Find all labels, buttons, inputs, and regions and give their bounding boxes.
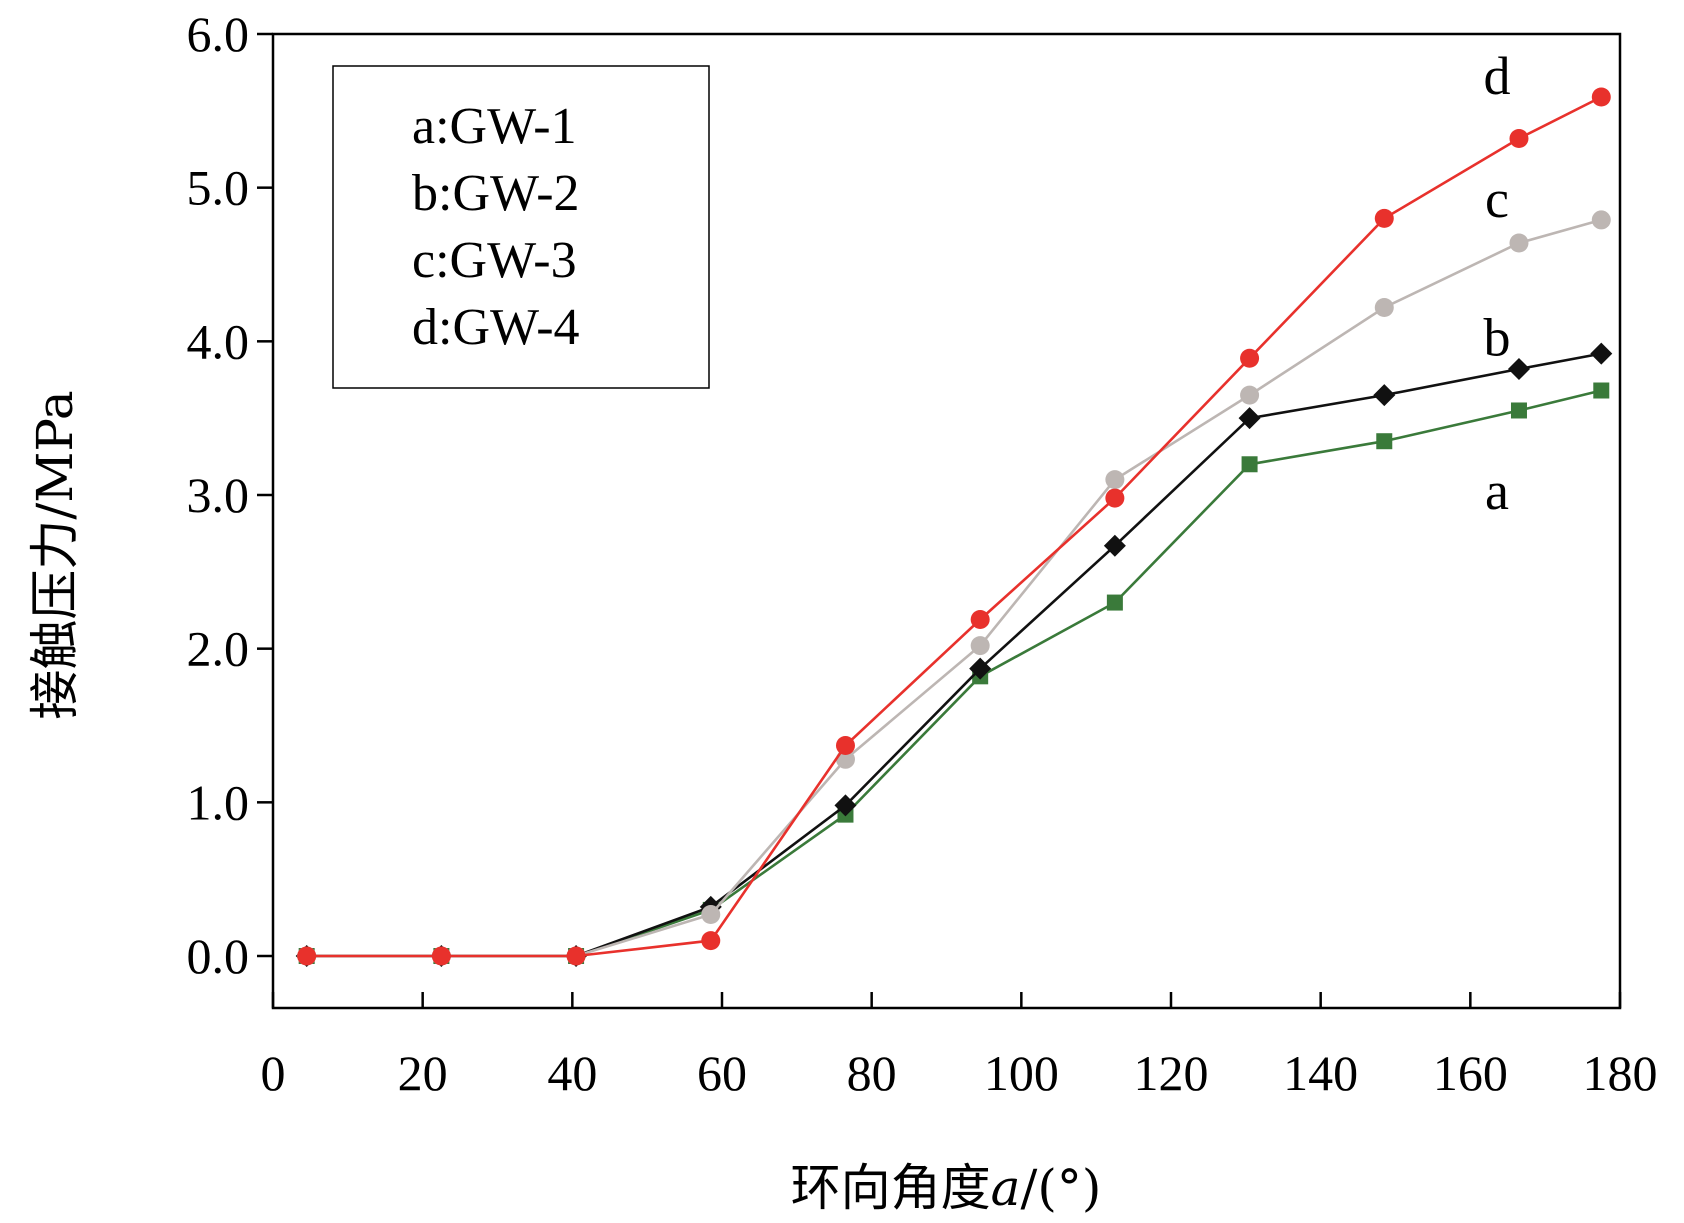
- data-point-d: [1374, 208, 1394, 228]
- legend-entry-b: b:GW-2: [412, 165, 580, 222]
- y-axis-title: 接触压力/MPa: [26, 390, 84, 719]
- x-tick-label: 80: [847, 1045, 897, 1101]
- y-tick-label: 6.0: [187, 6, 250, 62]
- x-tick-label: 120: [1134, 1045, 1209, 1101]
- x-tick-label: 160: [1433, 1045, 1508, 1101]
- data-point-c: [701, 905, 721, 925]
- data-point-a: [1106, 594, 1123, 611]
- series-label-a: a: [1485, 461, 1509, 521]
- legend: a:GW-1 b:GW-2 c:GW-3 d:GW-4: [332, 65, 710, 389]
- data-point-d: [1509, 128, 1529, 148]
- data-point-a: [1593, 382, 1610, 399]
- data-point-a: [1376, 433, 1393, 450]
- x-tick-label: 180: [1583, 1045, 1658, 1101]
- y-tick-label: 5.0: [187, 160, 250, 216]
- axis-ticks: 0 20 40 60 80 100 120 140 160 180 0.0 1.0 2.0 3.0 4.0 5…: [187, 6, 1658, 1101]
- x-axis-title-var: a: [991, 1159, 1021, 1217]
- x-tick-label: 20: [398, 1045, 448, 1101]
- x-axis-title: 环向角度a/(°): [791, 1159, 1102, 1217]
- legend-box: [332, 65, 710, 389]
- y-tick-label: 4.0: [187, 313, 250, 369]
- x-tick-label: 140: [1283, 1045, 1358, 1101]
- plot-frame: [271, 32, 1622, 1010]
- data-point-a: [1241, 456, 1258, 473]
- data-point-b: [1507, 357, 1530, 380]
- series-layer: [295, 87, 1613, 967]
- data-point-c: [1509, 233, 1529, 253]
- data-point-d: [297, 946, 317, 966]
- data-point-d: [701, 931, 721, 951]
- data-point-b: [1238, 407, 1261, 430]
- series-labels: a b c d: [1484, 46, 1511, 521]
- data-point-c: [970, 636, 990, 656]
- series-line-b: [306, 352, 1602, 958]
- x-tick-label: 0: [261, 1045, 286, 1101]
- series-label-d: d: [1484, 46, 1511, 106]
- series-label-b: b: [1484, 307, 1511, 367]
- data-point-c: [1240, 385, 1260, 405]
- data-point-b: [834, 794, 857, 817]
- series-a: [298, 382, 1610, 964]
- data-point-d: [970, 609, 990, 629]
- data-point-c: [1591, 210, 1611, 230]
- y-tick-label: 1.0: [187, 774, 250, 830]
- data-point-c: [1374, 298, 1394, 318]
- series-d: [297, 87, 1611, 966]
- data-point-d: [566, 946, 586, 966]
- y-tick-label: 0.0: [187, 928, 250, 984]
- series-label-c: c: [1485, 169, 1509, 229]
- x-axis-title-main: 环向角度: [791, 1159, 991, 1217]
- legend-entry-c: c:GW-3: [412, 232, 577, 289]
- data-point-b: [1590, 342, 1613, 365]
- data-point-d: [1591, 87, 1611, 107]
- x-tick-label: 60: [697, 1045, 747, 1101]
- x-axis-title-unit: /(°): [1020, 1159, 1101, 1217]
- legend-entry-d: d:GW-4: [412, 299, 580, 356]
- x-tick-label: 100: [984, 1045, 1059, 1101]
- data-point-d: [1240, 348, 1260, 368]
- data-point-d: [835, 735, 855, 755]
- series-b: [295, 342, 1613, 967]
- data-point-c: [1105, 470, 1125, 490]
- x-tick-label: 40: [547, 1045, 597, 1101]
- data-point-a: [1510, 402, 1527, 419]
- data-point-b: [969, 657, 992, 680]
- data-point-d: [1105, 488, 1125, 508]
- data-point-b: [1103, 534, 1126, 557]
- legend-entry-a: a:GW-1: [412, 98, 577, 155]
- y-tick-label: 3.0: [187, 467, 250, 523]
- y-tick-label: 2.0: [187, 621, 250, 677]
- data-point-b: [1373, 384, 1396, 407]
- series-line-a: [306, 389, 1602, 958]
- data-point-d: [431, 946, 451, 966]
